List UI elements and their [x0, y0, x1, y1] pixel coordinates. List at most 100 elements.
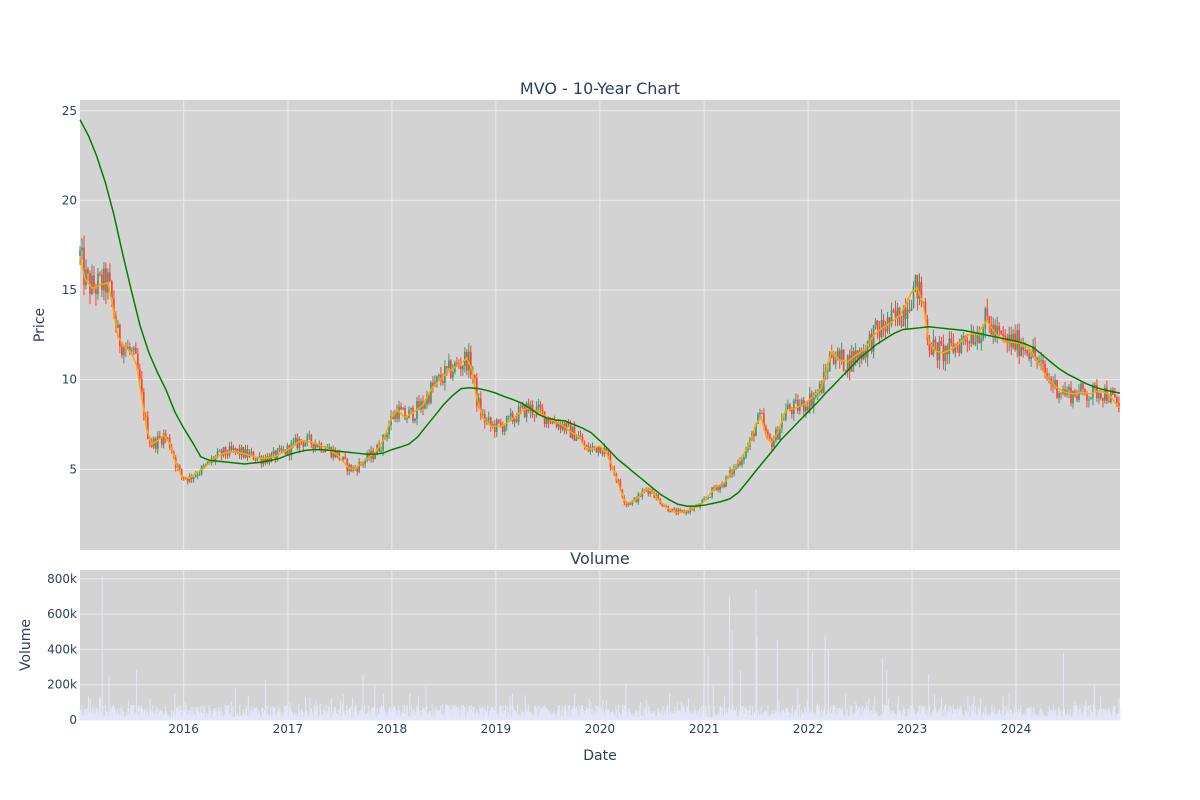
- volume-bar: [465, 707, 467, 720]
- volume-bar: [144, 710, 146, 720]
- volume-bar: [591, 714, 593, 720]
- volume-bar: [502, 705, 504, 720]
- volume-bar: [1118, 696, 1120, 720]
- volume-bar: [1031, 715, 1033, 720]
- volume-bar: [141, 705, 143, 720]
- volume-bar: [724, 714, 726, 720]
- candle-body: [523, 404, 526, 418]
- volume-bar: [560, 709, 562, 720]
- volume-bar: [993, 712, 995, 720]
- volume-bar: [602, 699, 604, 720]
- volume-bar: [299, 710, 301, 720]
- volume-bar: [936, 713, 938, 720]
- volume-bar: [764, 711, 766, 720]
- volume-bar: [1036, 717, 1038, 720]
- volume-bar: [412, 709, 414, 720]
- volume-bar: [593, 710, 595, 720]
- volume-bar: [547, 712, 549, 720]
- candle-body: [575, 438, 578, 441]
- volume-bar: [104, 715, 106, 720]
- volume-bar: [646, 714, 648, 720]
- candle-body: [777, 429, 779, 440]
- volume-bar: [1068, 716, 1070, 720]
- volume-bar: [799, 716, 801, 720]
- volume-bar: [1109, 709, 1111, 720]
- volume-bar: [511, 693, 513, 720]
- volume-bar: [293, 715, 295, 720]
- volume-bar: [943, 716, 945, 720]
- candle-body: [920, 281, 923, 302]
- candle-body: [850, 351, 853, 372]
- volume-bar: [663, 715, 665, 720]
- volume-bar: [1111, 710, 1113, 720]
- candle-body: [358, 462, 361, 472]
- volume-bar: [196, 709, 198, 720]
- candle-body: [236, 448, 239, 451]
- volume-bar: [85, 715, 87, 720]
- volume-bar: [1055, 709, 1057, 720]
- candle-body: [362, 463, 364, 465]
- volume-bar: [512, 706, 514, 720]
- candle-body: [330, 447, 333, 458]
- volume-bar: [387, 709, 389, 720]
- candle-body: [1000, 330, 1003, 334]
- volume-bar: [679, 709, 681, 720]
- candle-body: [134, 347, 137, 354]
- volume-bar: [1034, 714, 1036, 720]
- candle-body: [1028, 353, 1030, 359]
- volume-bar: [408, 716, 410, 720]
- price-grid: [80, 100, 1120, 550]
- candle-body: [781, 419, 783, 429]
- candle-body: [432, 382, 434, 386]
- candle-body: [1052, 383, 1054, 387]
- volume-bar: [650, 710, 652, 720]
- candle-body: [854, 350, 857, 364]
- volume-bar: [1043, 712, 1045, 720]
- volume-bar: [1087, 717, 1089, 720]
- volume-bar: [362, 674, 364, 720]
- volume-bar: [592, 708, 594, 720]
- volume-bar: [487, 705, 489, 720]
- volume-bar: [327, 713, 329, 720]
- volume-bar: [206, 716, 208, 720]
- volume-bar: [431, 703, 433, 720]
- candle-body: [657, 494, 660, 499]
- volume-bar: [657, 708, 659, 720]
- candle-body: [974, 341, 977, 345]
- candle-body: [769, 434, 771, 439]
- volume-bar: [1017, 708, 1019, 720]
- volume-bar: [168, 714, 170, 720]
- volume-bar: [840, 708, 842, 720]
- volume-bar: [652, 712, 654, 720]
- volume-bar: [1078, 709, 1080, 720]
- candle-body: [101, 274, 103, 291]
- candle-body: [1038, 360, 1040, 363]
- volume-bar: [887, 698, 889, 720]
- volume-bar: [335, 706, 337, 720]
- volume-bar: [270, 715, 272, 720]
- volume-bar: [702, 705, 704, 720]
- volume-bar: [774, 709, 776, 720]
- volume-bar: [135, 670, 137, 720]
- volume-bar: [296, 716, 298, 720]
- volume-bar: [764, 710, 766, 720]
- candle-body: [1116, 397, 1118, 403]
- volume-bar: [405, 706, 407, 720]
- volume-bar: [151, 712, 153, 720]
- volume-bar: [1032, 712, 1034, 720]
- volume-bar: [1053, 712, 1055, 720]
- volume-bar: [698, 712, 700, 720]
- volume-bar: [987, 713, 989, 720]
- volume-bar: [1101, 717, 1103, 720]
- candle-body: [142, 391, 145, 416]
- candle-body: [144, 415, 147, 417]
- volume-bar: [670, 710, 672, 720]
- volume-bar: [393, 705, 395, 720]
- volume-bar: [875, 711, 877, 720]
- candle-body: [1022, 347, 1024, 351]
- volume-bar: [270, 706, 272, 720]
- volume-bar: [411, 706, 413, 720]
- volume-bar: [963, 717, 965, 720]
- volume-bar: [370, 716, 372, 720]
